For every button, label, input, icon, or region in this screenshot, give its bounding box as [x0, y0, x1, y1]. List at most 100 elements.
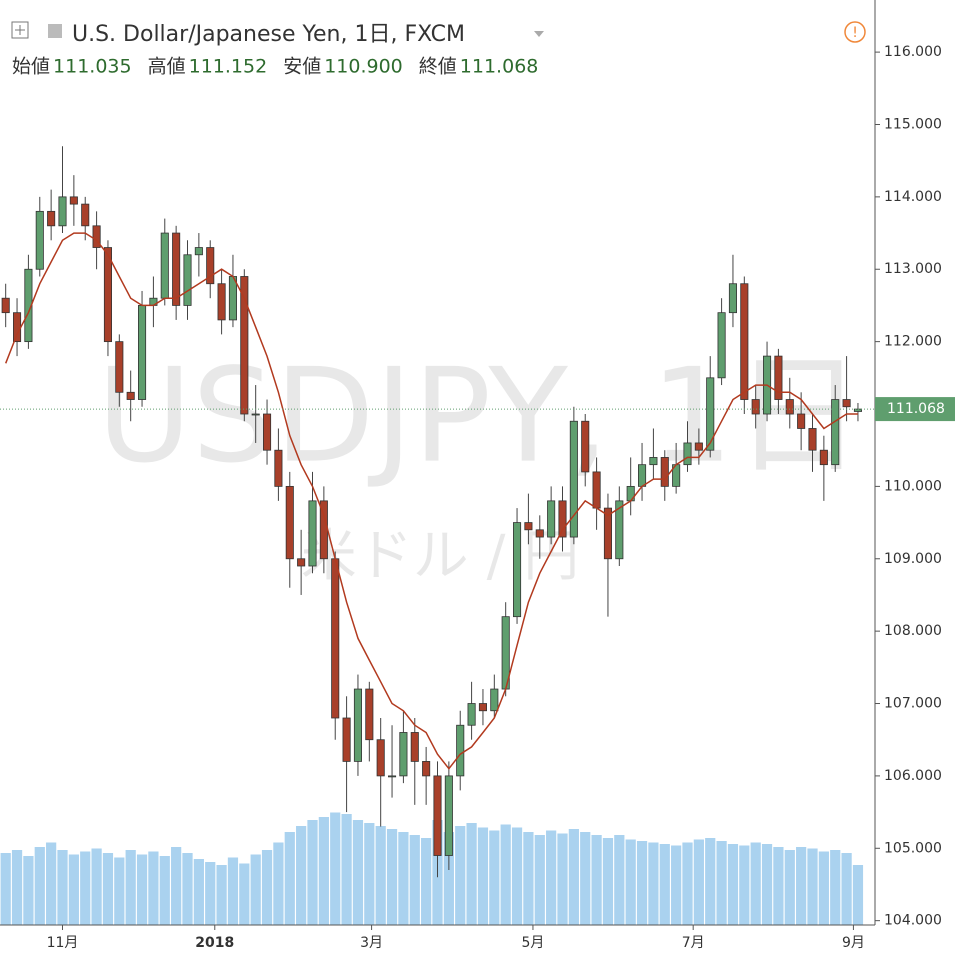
candle-body	[13, 312, 22, 343]
candle-body	[615, 500, 624, 560]
volume-bar	[841, 853, 852, 925]
candle-body	[115, 341, 124, 393]
candle-body	[842, 399, 851, 408]
dropdown-arrow[interactable]	[534, 31, 544, 37]
volume-bar	[273, 842, 284, 925]
volume-bar	[830, 850, 841, 925]
ohlc-label: 高値	[148, 56, 186, 78]
candle-body	[717, 312, 726, 379]
y-tick-label: 107.000	[884, 696, 942, 712]
moving-average	[5, 232, 858, 770]
volume-bar	[205, 862, 216, 925]
alert-icon[interactable]	[844, 21, 866, 43]
candle-body	[58, 196, 67, 227]
ohlc-label: 安値	[283, 56, 321, 78]
ohlc-legend: 始値 111.035 高値 111.152 安値 110.900 終値 111.068	[12, 56, 538, 78]
volume-bar	[57, 850, 68, 925]
candle-body	[240, 276, 249, 415]
volume-bar	[546, 830, 557, 925]
volume-bar	[750, 842, 761, 925]
candle-body	[706, 377, 715, 451]
y-tick-label: 112.000	[884, 334, 942, 350]
candle-body	[797, 413, 806, 429]
ohlc-value: 111.035	[53, 56, 132, 78]
y-tick-label: 110.000	[884, 478, 942, 494]
y-tick-label: 108.000	[884, 623, 942, 639]
volume-bar	[80, 851, 91, 925]
candle-body	[581, 420, 590, 473]
volume-bar	[0, 853, 11, 925]
volume-bar	[591, 835, 602, 925]
volume-bar	[625, 839, 636, 925]
volume-bar	[239, 863, 250, 925]
volume-bar	[136, 854, 148, 925]
volume-bar	[34, 847, 45, 925]
volume-bar	[341, 814, 352, 925]
watermark-sub: 米ドル / 円	[301, 524, 579, 589]
volume-bar	[807, 848, 818, 925]
candle-body	[365, 688, 374, 741]
volume-bar	[398, 832, 409, 925]
candle-body	[478, 703, 487, 712]
candle-body	[172, 232, 181, 306]
volume-bar	[216, 865, 227, 925]
y-tick-label: 106.000	[884, 768, 942, 784]
volume-bar	[773, 847, 784, 925]
candle-body	[513, 522, 522, 618]
volume-bar	[739, 845, 750, 925]
volume-bar	[68, 854, 79, 925]
candle-body	[410, 732, 419, 762]
volume-bar	[636, 841, 648, 925]
volume-bar	[580, 832, 591, 925]
x-tick-label: 9月	[842, 935, 865, 951]
y-tick-label: 104.000	[884, 913, 942, 929]
volume-bar	[193, 859, 204, 925]
volume-bar	[182, 853, 193, 925]
ohlc-value: 111.068	[460, 56, 539, 78]
volume-bar	[421, 838, 432, 925]
volume-bar	[23, 856, 34, 925]
last-price-box	[875, 397, 955, 422]
candle-body	[103, 247, 112, 343]
volume-bar	[386, 829, 398, 925]
last-price-label: 111.068	[887, 401, 945, 417]
candle-body	[69, 196, 78, 205]
volume-bar	[716, 841, 727, 925]
volume-bar	[307, 820, 318, 925]
volume-bar	[705, 838, 716, 925]
candle-body	[808, 428, 817, 451]
volume-bar	[568, 829, 579, 925]
candle-body	[92, 225, 101, 248]
volume-bar	[796, 847, 807, 925]
x-tick-label: 5月	[521, 935, 544, 951]
volume-bar	[409, 835, 420, 925]
candle-body	[126, 391, 135, 400]
candle-body	[342, 717, 351, 762]
volume-bar	[761, 844, 773, 925]
candle-body	[831, 399, 840, 466]
plot-area	[0, 146, 864, 925]
candle-body	[194, 247, 203, 256]
candle-body	[138, 305, 147, 400]
candle-body	[490, 688, 499, 712]
candle-body	[751, 399, 760, 415]
y-tick-label: 115.000	[884, 116, 942, 132]
candle-body	[274, 449, 283, 487]
volume-bar	[91, 848, 102, 925]
volume-bar	[46, 842, 57, 925]
y-tick-label: 116.000	[884, 44, 942, 60]
volume-bar	[818, 851, 829, 925]
x-tick-label: 11月	[47, 935, 79, 951]
x-tick-label: 2018	[195, 935, 234, 951]
visibility-icon[interactable]	[48, 24, 62, 38]
volume-bar	[102, 853, 114, 925]
candle-body	[592, 471, 601, 509]
collapse-button[interactable]	[11, 21, 29, 39]
candle-body	[467, 703, 476, 726]
volume-bar	[364, 823, 375, 925]
candle-body	[444, 775, 453, 856]
candle-body	[1, 297, 10, 314]
candle-body	[331, 558, 340, 719]
